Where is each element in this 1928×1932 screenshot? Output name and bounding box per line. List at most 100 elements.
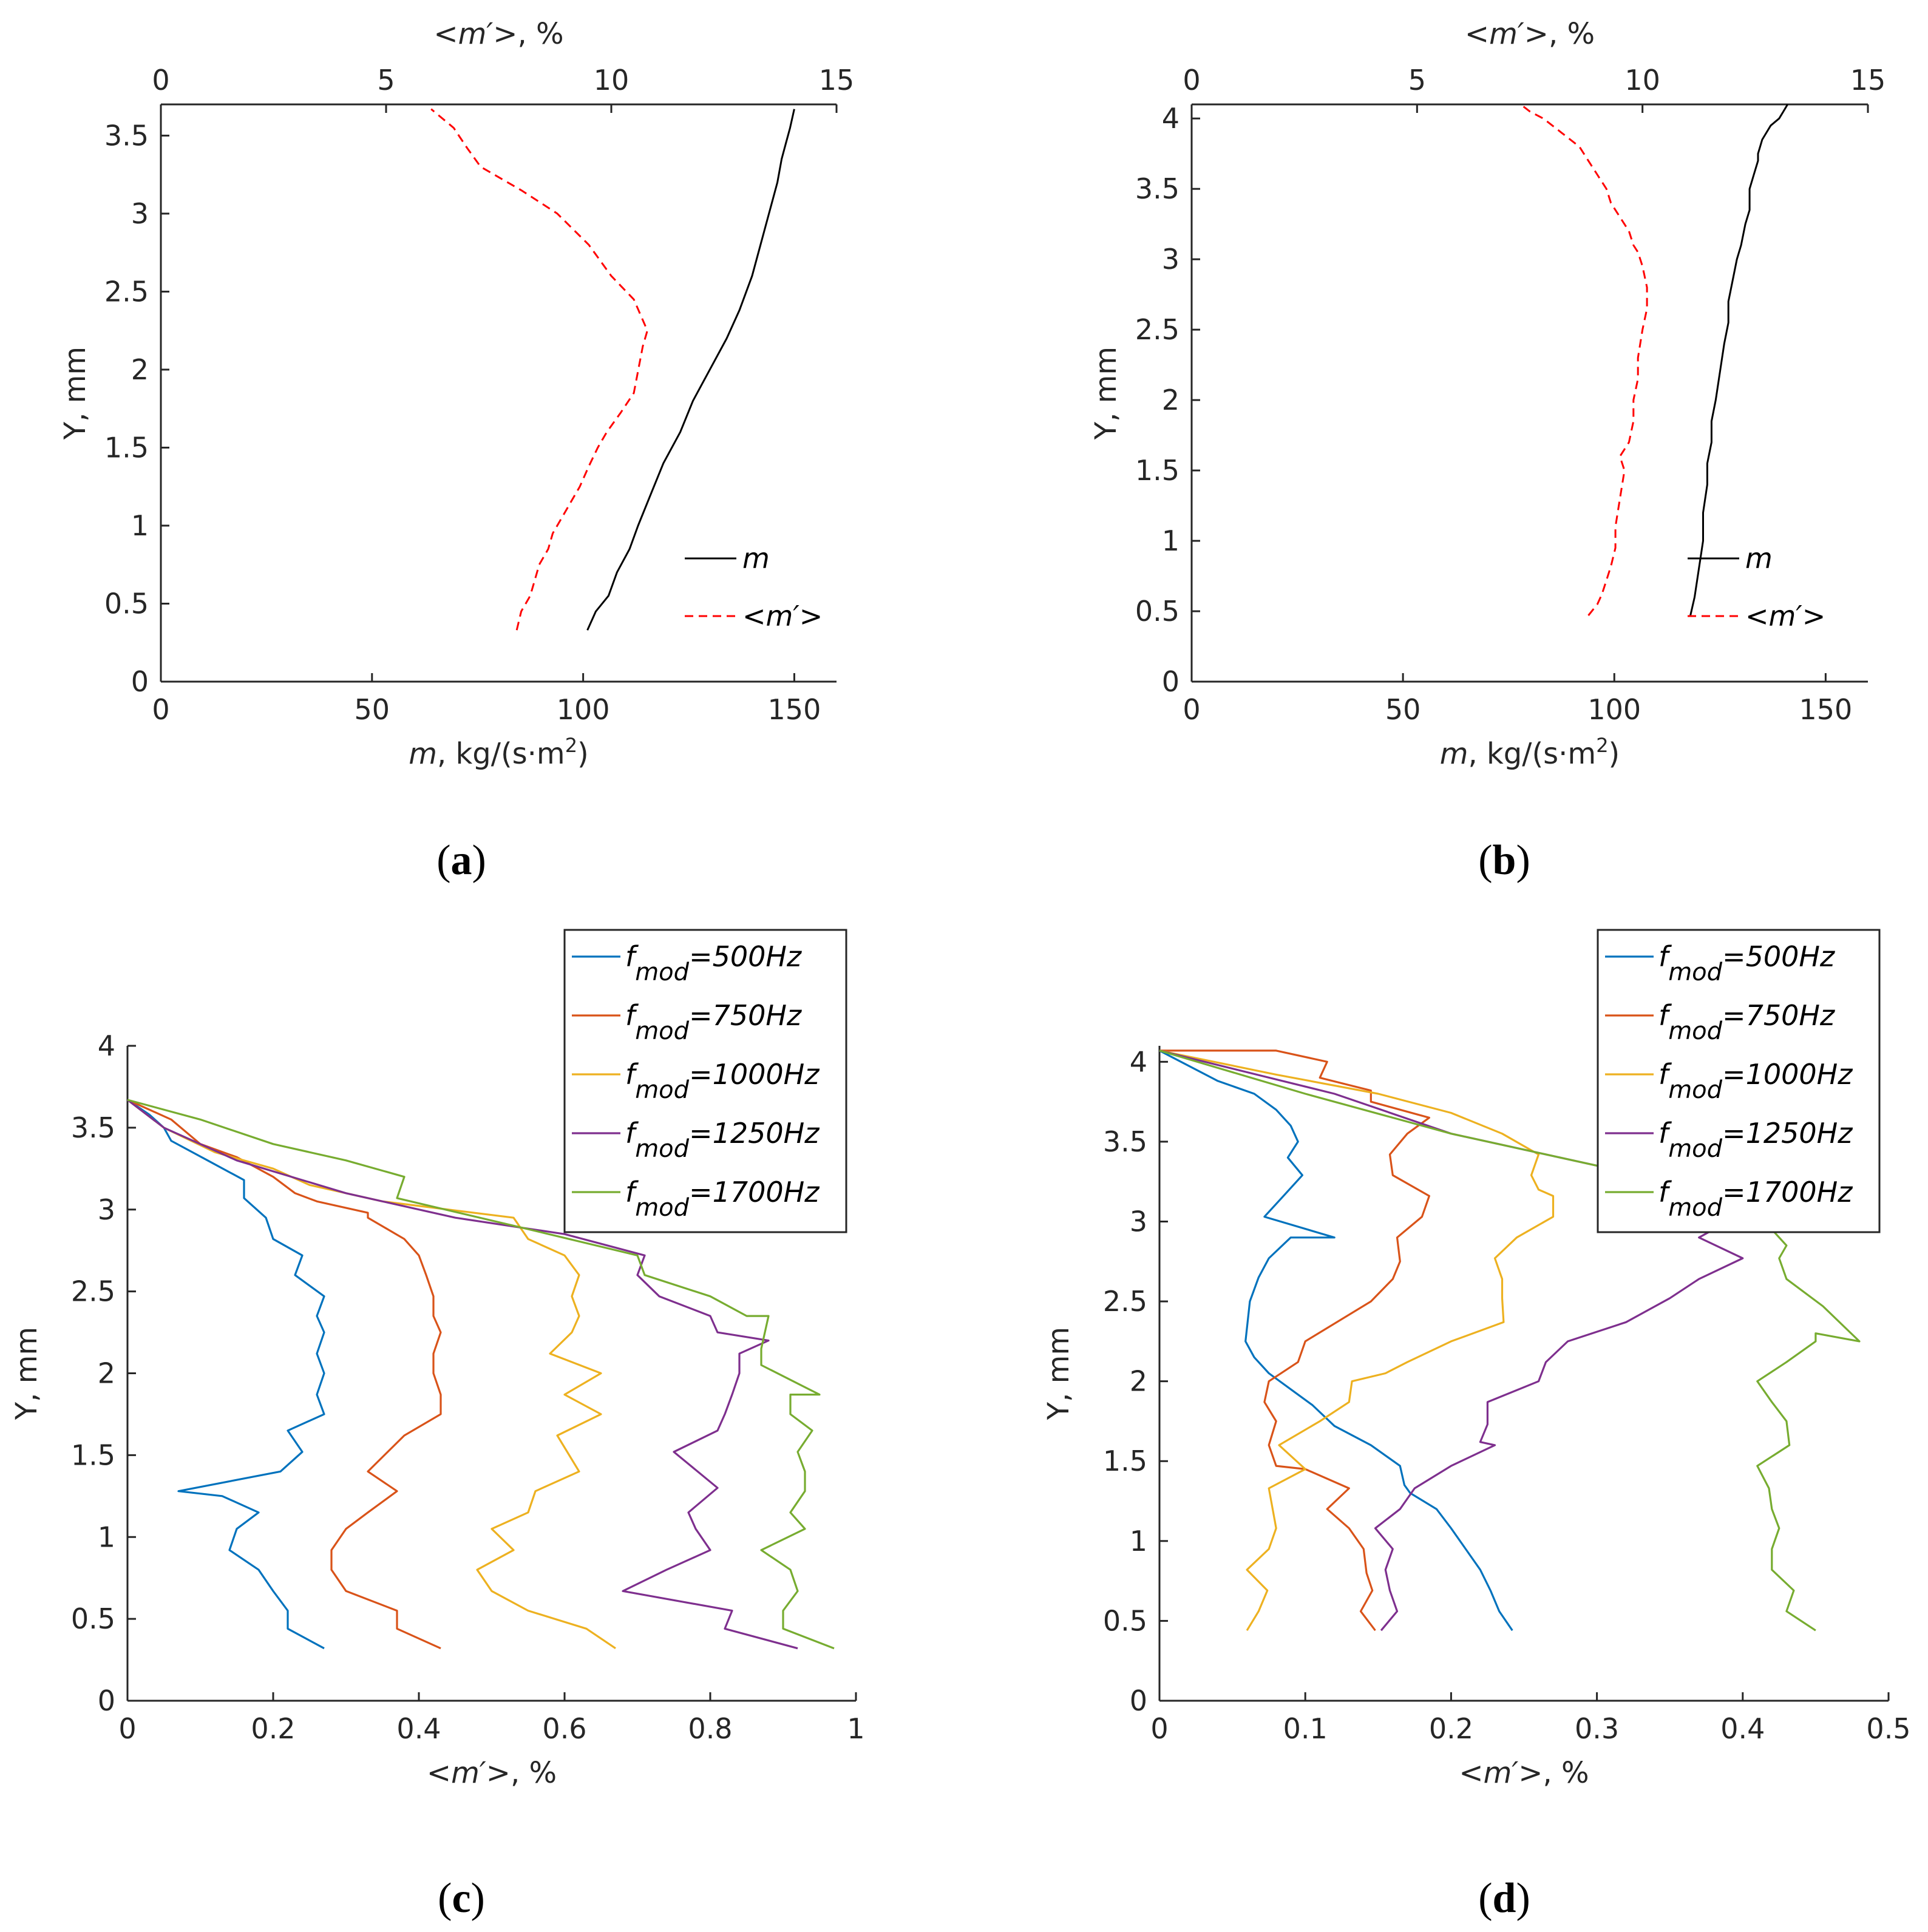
y-tick-label: 0 [1162,665,1180,698]
series-line-750hz [1159,1049,1430,1632]
series-line-1700hz [127,1099,835,1650]
y-tick-label: 3.5 [1103,1125,1147,1158]
series-line-1000hz [1159,1049,1555,1632]
x-tick-label: 150 [768,693,821,726]
x-tick-label: 0 [1150,1712,1168,1745]
y-tick-label: 1 [98,1520,115,1553]
x-tick-label: 0.5 [1866,1712,1910,1745]
legend-label: <m′> [1745,600,1825,632]
y-axis-label: Y, mm [58,347,92,440]
top-tick-label: 5 [377,64,395,97]
x-tick-label: 0.3 [1575,1712,1619,1745]
y-tick-label: 4 [1130,1045,1147,1078]
y-tick-label: 3 [1162,243,1180,276]
x-tick-label: 1 [847,1712,864,1745]
legend-label: fmod=1000Hz [1658,1058,1853,1104]
series-line-m [430,108,648,631]
legend-label: fmod=1000Hz [625,1058,820,1104]
panel-label: (b) [1478,837,1530,884]
y-tick-label: 1 [1130,1525,1147,1557]
y-tick-label: 1.5 [71,1439,115,1471]
legend-label: fmod=500Hz [1658,940,1835,986]
top-axis-label: <m′>, % [433,17,563,51]
x-tick-label: 100 [557,693,610,726]
series-line-500hz [127,1099,325,1650]
y-tick-label: 3.5 [104,119,149,152]
y-tick-label: 2.5 [1103,1285,1147,1318]
y-tick-label: 0 [131,665,149,698]
x-tick-label: 0.4 [1720,1712,1765,1745]
y-tick-label: 2 [98,1357,115,1390]
y-tick-label: 3 [98,1193,115,1226]
legend-label: fmod=1250Hz [625,1117,820,1163]
series-line-m [1689,104,1788,616]
top-tick-label: 15 [1850,64,1886,97]
chart-d: 0 0.5 1 1.5 2 2.5 3 3.5 4 0 0.1 0.2 0.3 0.4 0.5 Y, mm <m… [1042,929,1911,1922]
series-line-1250hz [127,1099,798,1650]
x-axis-label: m, kg/(s·m2) [1440,734,1620,771]
top-axis-label: <m′>, % [1465,17,1595,51]
y-tick-label: 0 [1130,1684,1147,1717]
legend-label: fmod=750Hz [1658,999,1835,1045]
legend-label: fmod=1700Hz [625,1176,820,1222]
y-tick-label: 2.5 [1135,313,1180,346]
y-axis-label: Y, mm [1089,347,1123,440]
y-tick-label: 1.5 [104,431,149,464]
y-tick-label: 1 [131,509,149,542]
x-tick-label: 0.1 [1283,1712,1328,1745]
series-line-500hz [1159,1049,1513,1632]
top-tick-label: 10 [1624,64,1660,97]
x-tick-label: 100 [1587,693,1641,726]
series-line-1000hz [127,1099,616,1650]
legend-label: fmod=1700Hz [1658,1176,1853,1222]
panel-label: (a) [436,837,486,884]
x-tick-label: 0.6 [542,1712,586,1745]
y-tick-label: 2 [1130,1365,1147,1398]
x-tick-label: 0.4 [396,1712,441,1745]
top-tick-label: 0 [152,64,169,97]
legend-label: fmod=500Hz [625,940,802,986]
series-line-m [1520,103,1648,616]
y-axis-label: Y, mm [1042,1327,1076,1420]
top-tick-label: 0 [1183,64,1200,97]
legend-label: m [742,542,770,575]
x-tick-label: 0 [152,693,169,726]
y-tick-label: 1.5 [1135,454,1180,487]
top-tick-label: 5 [1408,64,1426,97]
top-tick-label: 15 [819,64,855,97]
x-tick-label: 0 [118,1712,136,1745]
chart-c: 0 0.5 1 1.5 2 2.5 3 3.5 4 0 0.2 0.4 0.6 0.8 1 Y, mm <m′>… [10,929,865,1922]
y-tick-label: 0 [98,1684,115,1717]
y-axis-label: Y, mm [10,1327,44,1420]
y-tick-label: 3.5 [1135,172,1180,205]
y-tick-label: 0.5 [71,1602,115,1635]
panel-label: (c) [438,1875,485,1922]
y-tick-label: 0.5 [1135,595,1180,628]
legend-box [563,929,847,1233]
y-tick-label: 1 [1162,524,1180,557]
y-tick-label: 2.5 [71,1275,115,1308]
top-tick-label: 10 [594,64,630,97]
x-tick-label: 0.2 [1429,1712,1473,1745]
y-tick-label: 3.5 [71,1111,115,1144]
y-tick-label: 1.5 [1103,1445,1147,1477]
y-tick-label: 4 [98,1029,115,1062]
x-axis-label: <m′>, % [427,1756,557,1790]
y-tick-label: 2 [131,353,149,386]
y-tick-label: 0.5 [1103,1604,1147,1637]
x-tick-label: 150 [1799,693,1852,726]
x-tick-label: 0 [1183,693,1200,726]
legend-box [1597,929,1881,1233]
x-tick-label: 50 [355,693,390,726]
y-tick-label: 2 [1162,384,1180,416]
x-tick-label: 0.8 [688,1712,732,1745]
y-tick-label: 3 [131,197,149,230]
legend-label: <m′> [742,600,823,632]
x-tick-label: 50 [1385,693,1421,726]
x-axis-label: <m′>, % [1459,1756,1589,1790]
series-line-m [586,109,795,631]
y-tick-label: 0.5 [104,587,149,620]
